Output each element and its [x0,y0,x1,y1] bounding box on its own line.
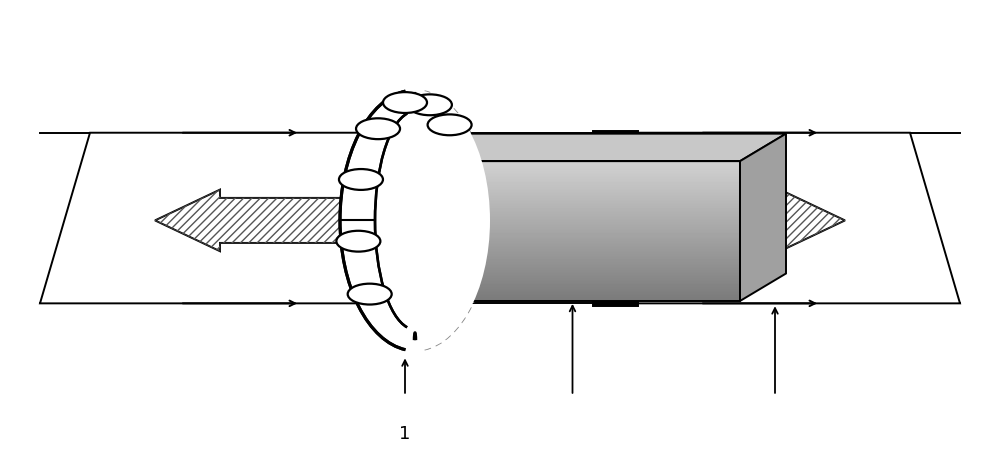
Polygon shape [340,90,414,351]
Circle shape [408,94,452,115]
FancyArrow shape [155,190,355,251]
Polygon shape [405,134,786,161]
FancyArrow shape [645,190,845,251]
Circle shape [383,92,427,113]
Circle shape [336,231,380,252]
Circle shape [348,283,392,304]
Circle shape [356,118,400,139]
Circle shape [428,114,472,135]
Polygon shape [600,133,960,303]
Polygon shape [740,134,786,301]
Circle shape [339,169,383,190]
Ellipse shape [340,90,490,351]
Polygon shape [40,133,400,303]
Text: 1: 1 [399,425,411,443]
